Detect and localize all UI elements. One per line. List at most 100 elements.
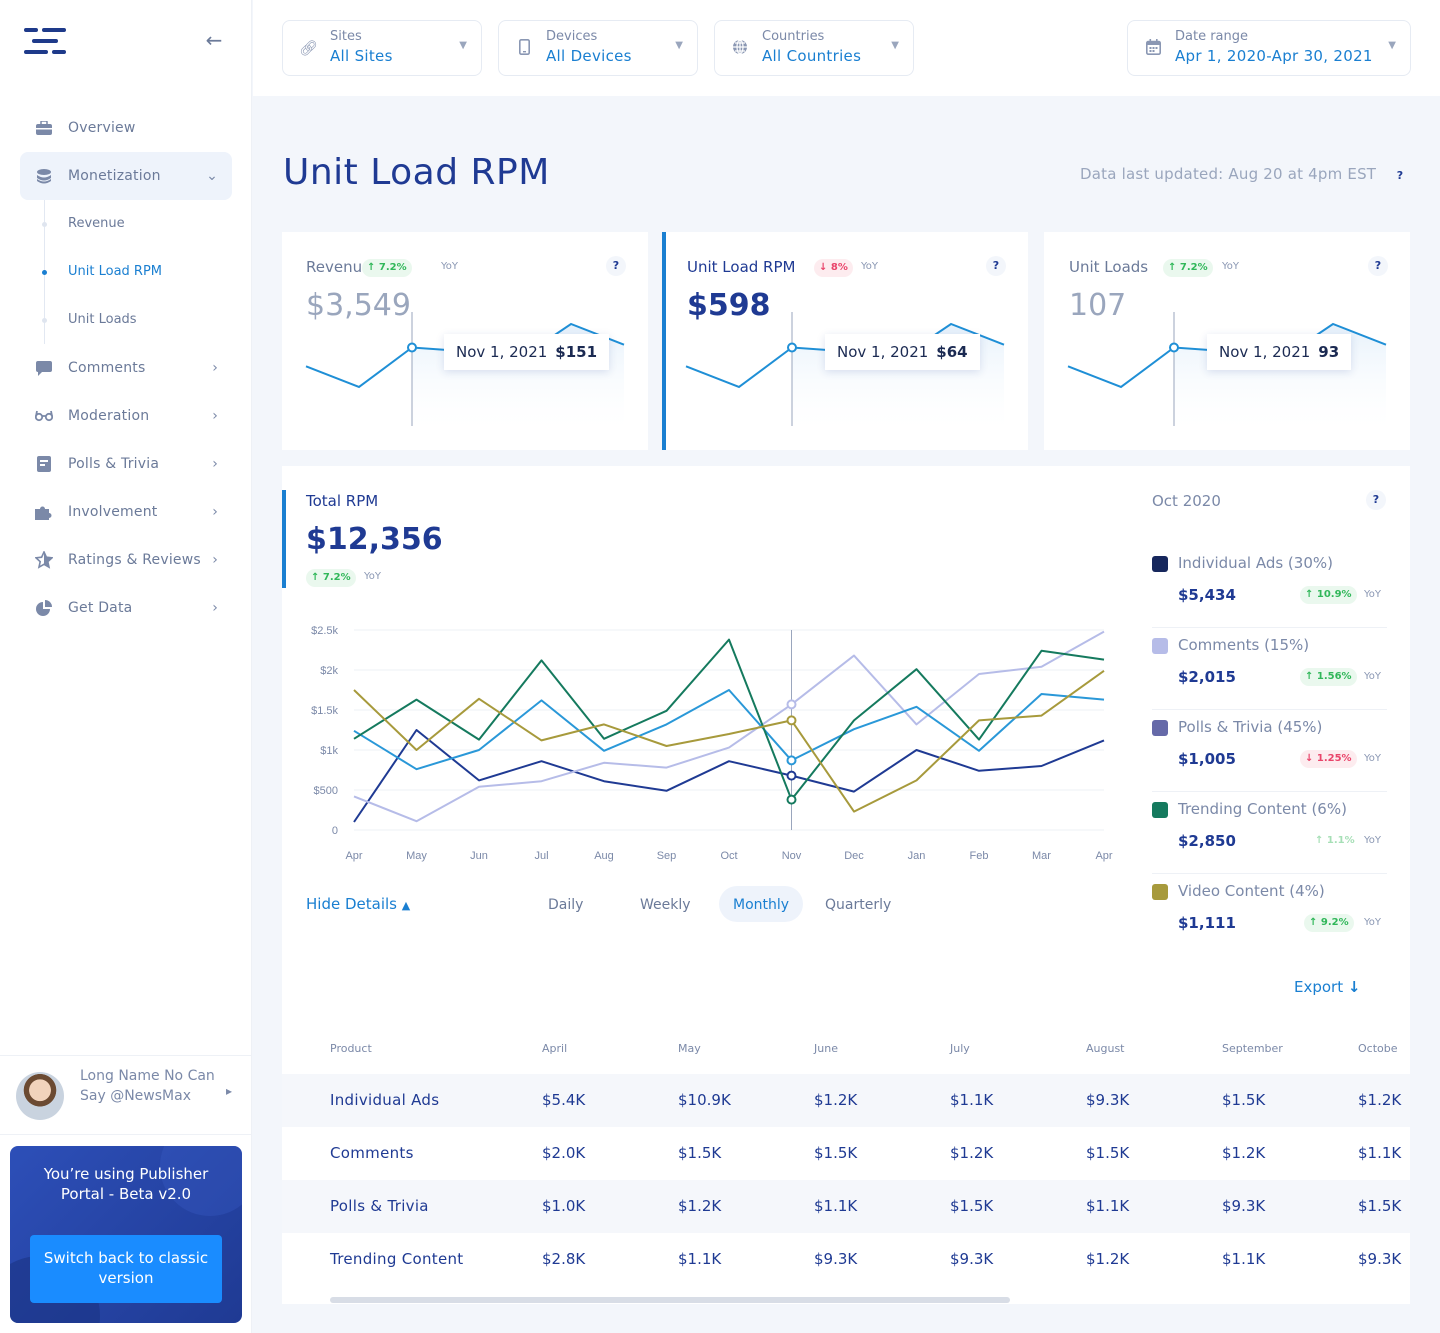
table-cell: $1.5K bbox=[1222, 1091, 1266, 1109]
legend-swatch bbox=[1152, 638, 1168, 654]
sidebar-subitem-unit-loads[interactable]: Unit Loads bbox=[42, 296, 232, 344]
help-icon[interactable]: ? bbox=[1368, 256, 1388, 276]
column-header[interactable]: April bbox=[542, 1042, 568, 1055]
sidebar-item-overview[interactable]: Overview bbox=[20, 104, 232, 152]
column-header[interactable]: July bbox=[950, 1042, 970, 1055]
arrow-down-icon: ↓ bbox=[1347, 978, 1361, 996]
table-row[interactable]: Comments $2.0K $1.5K $1.5K $1.2K $1.5K $… bbox=[282, 1127, 1410, 1180]
legend-swatch bbox=[1152, 556, 1168, 572]
table-cell: $1.1K bbox=[1086, 1197, 1130, 1215]
help-icon[interactable]: ? bbox=[986, 256, 1006, 276]
help-icon[interactable]: ? bbox=[1366, 490, 1386, 510]
sidebar-item-polls-trivia[interactable]: Polls & Trivia › bbox=[20, 440, 232, 488]
table-row[interactable]: Individual Ads $5.4K $10.9K $1.2K $1.1K … bbox=[282, 1074, 1410, 1127]
series-line bbox=[353, 729, 1105, 823]
metric-card-unit-loads[interactable]: Unit Loads ↑ 7.2% YoY ? 107 Nov 1, 2021 9… bbox=[1044, 232, 1410, 450]
change-badge: ↑ 7.2% bbox=[362, 259, 412, 277]
column-header[interactable]: September bbox=[1222, 1042, 1283, 1055]
glasses-icon bbox=[34, 406, 54, 426]
sites-filter[interactable]: 🔗︎ Sites All Sites ▼ bbox=[282, 20, 482, 76]
yoy-label: YoY bbox=[364, 571, 382, 582]
filter-label: Countries bbox=[762, 29, 825, 44]
column-header[interactable]: Product bbox=[330, 1042, 372, 1055]
help-icon[interactable]: ? bbox=[1390, 166, 1410, 186]
change-badge: ↑ 1.1% bbox=[1315, 835, 1355, 846]
hover-point bbox=[786, 794, 797, 805]
change-badge: ↑ 7.2% bbox=[306, 569, 356, 587]
rpm-line-chart[interactable]: 0 $500 $1k $1.5k $2k $2.5k Apr May Jun Jul Aug Sep O… bbox=[298, 616, 1118, 866]
card-value: 107 bbox=[1069, 288, 1127, 323]
tab-weekly[interactable]: Weekly bbox=[640, 897, 691, 913]
table-row[interactable]: Polls & Trivia $1.0K $1.2K $1.1K $1.5K $… bbox=[282, 1180, 1410, 1233]
logo-icon[interactable] bbox=[24, 28, 66, 54]
yoy-label: YoY bbox=[1364, 589, 1382, 600]
sidebar-item-monetization[interactable]: Monetization ⌄ bbox=[20, 152, 232, 200]
export-button[interactable]: Export ↓ bbox=[1294, 978, 1361, 996]
sidebar-subitem-unit-load-rpm[interactable]: Unit Load RPM bbox=[42, 248, 232, 296]
sidebar-item-label: Involvement bbox=[68, 504, 158, 520]
countries-filter[interactable]: Countries All Countries ▼ bbox=[714, 20, 914, 76]
x-tick-label: Apr bbox=[345, 850, 362, 862]
sparkline-chart bbox=[1067, 312, 1387, 436]
table-cell: $1.2K bbox=[950, 1144, 994, 1162]
date-range-filter[interactable]: Date range Apr 1, 2020-Apr 30, 2021 ▼ bbox=[1127, 20, 1411, 76]
user-profile[interactable]: Long Name No Can Say @NewsMax ▸ bbox=[0, 1055, 252, 1135]
table-cell: $1.5K bbox=[1358, 1197, 1402, 1215]
sidebar-item-label: Overview bbox=[68, 120, 136, 136]
table-row[interactable]: Trending Content $2.8K $1.1K $9.3K $9.3K… bbox=[282, 1233, 1410, 1270]
legend-month: Oct 2020 bbox=[1152, 492, 1221, 510]
change-badge: ↑ 7.2% bbox=[1163, 259, 1213, 277]
change-badge: ↑ 1.56% bbox=[1300, 668, 1357, 686]
sidebar-item-moderation[interactable]: Moderation › bbox=[20, 392, 232, 440]
metric-card-revenue[interactable]: Revenue ↑ 7.2% YoY ? $3,549 Nov 1, 2021 $… bbox=[282, 232, 648, 450]
legend-value: $1,111 bbox=[1178, 914, 1236, 932]
metric-card-unit-load-rpm[interactable]: Unit Load RPM ↓ 8% YoY ? $598 Nov 1, 202… bbox=[662, 232, 1028, 450]
tab-daily[interactable]: Daily bbox=[548, 897, 584, 913]
table-cell: $9.3K bbox=[1358, 1250, 1402, 1268]
yoy-label: YoY bbox=[1222, 261, 1240, 272]
table-header: Product April May June July August Septe… bbox=[282, 1028, 1410, 1076]
y-tick-label: $500 bbox=[314, 785, 338, 797]
sidebar-subitem-revenue[interactable]: Revenue bbox=[42, 200, 232, 248]
puzzle-icon bbox=[34, 502, 54, 522]
sidebar-item-comments[interactable]: Comments › bbox=[20, 344, 232, 392]
devices-filter[interactable]: Devices All Devices ▼ bbox=[498, 20, 698, 76]
card-title: Unit Loads bbox=[1069, 258, 1149, 276]
sidebar-item-involvement[interactable]: Involvement › bbox=[20, 488, 232, 536]
help-icon[interactable]: ? bbox=[606, 256, 626, 276]
column-header[interactable]: August bbox=[1086, 1042, 1125, 1055]
poll-icon bbox=[34, 454, 54, 474]
switch-classic-button[interactable]: Switch back to classic version bbox=[30, 1235, 222, 1303]
legend-swatch bbox=[1152, 802, 1168, 818]
hide-details-button[interactable]: Hide Details ▲ bbox=[306, 895, 411, 913]
hover-point bbox=[787, 342, 797, 353]
star-icon bbox=[34, 550, 54, 570]
user-name: Long Name No Can Say @NewsMax bbox=[80, 1068, 215, 1104]
sidebar-item-get-data[interactable]: Get Data › bbox=[20, 584, 232, 632]
sidebar-item-ratings-reviews[interactable]: Ratings & Reviews › bbox=[20, 536, 232, 584]
column-header[interactable]: May bbox=[678, 1042, 701, 1055]
column-header[interactable]: June bbox=[814, 1042, 838, 1055]
filter-label: Sites bbox=[330, 29, 362, 44]
column-header[interactable]: Octobe bbox=[1358, 1042, 1398, 1055]
y-tick-label: $1.5k bbox=[311, 705, 338, 717]
legend-swatch bbox=[1152, 720, 1168, 736]
y-tick-label: $2.5k bbox=[311, 625, 338, 637]
tab-quarterly[interactable]: Quarterly bbox=[825, 897, 892, 913]
caret-down-icon: ▼ bbox=[1388, 40, 1396, 51]
briefcase-icon bbox=[34, 118, 54, 138]
sidebar-item-label: Monetization bbox=[68, 168, 161, 184]
filter-label: Devices bbox=[546, 29, 598, 44]
yoy-label: YoY bbox=[1364, 753, 1382, 764]
caret-down-icon: ▼ bbox=[675, 40, 683, 51]
x-tick-label: Apr bbox=[1095, 850, 1112, 862]
y-tick-label: $1k bbox=[320, 745, 338, 757]
collapse-sidebar-icon[interactable]: ← bbox=[205, 28, 223, 52]
legend-name: Individual Ads (30%) bbox=[1178, 554, 1333, 572]
table-cell: $1.5K bbox=[814, 1144, 858, 1162]
y-tick-label: 0 bbox=[332, 825, 338, 837]
sidebar-item-label: Moderation bbox=[68, 408, 150, 424]
table-cell: $1.1K bbox=[678, 1250, 722, 1268]
horizontal-scrollbar[interactable] bbox=[330, 1297, 1010, 1303]
tab-monthly[interactable]: Monthly bbox=[719, 886, 804, 922]
